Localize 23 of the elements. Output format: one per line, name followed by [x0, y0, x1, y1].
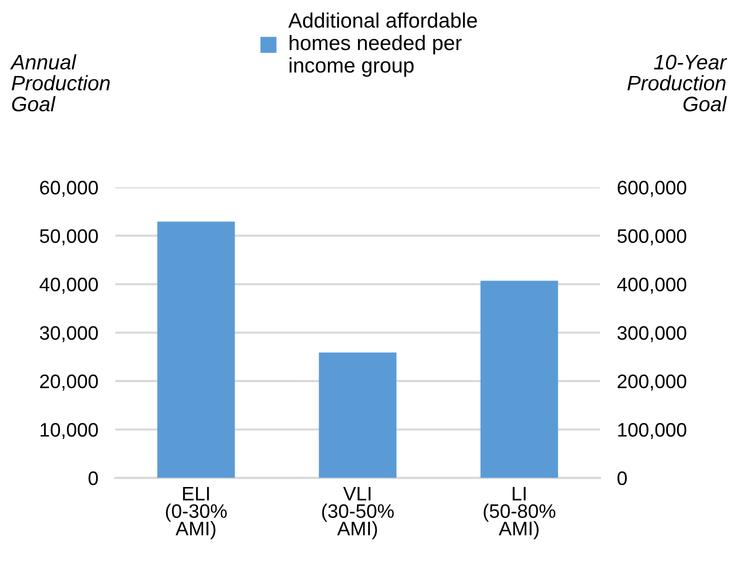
y-tick-label: 0	[88, 471, 98, 486]
bar	[318, 352, 396, 478]
y2-axis-title: 10-Year Production Goal	[627, 54, 728, 112]
y-tick-label: 20,000	[40, 374, 98, 391]
bar	[480, 280, 558, 478]
y-tick-label: 30,000	[40, 326, 98, 342]
legend-label: Additional affordable homes needed per income group	[288, 12, 477, 77]
y2-tick-label: 100,000	[618, 422, 686, 440]
y2-tick-label: 300,000	[617, 326, 686, 342]
x-tick-label: ELI (0-30% AMI)	[166, 486, 227, 540]
y-axis-title: Annual Production Goal	[10, 54, 110, 112]
x-tick-label: LI (50-80% AMI)	[484, 486, 556, 540]
y2-tick-label: 200,000	[618, 374, 686, 391]
bar	[157, 222, 235, 478]
y2-tick-label: 600,000	[618, 180, 686, 197]
y-tick-label: 10,000	[40, 422, 98, 440]
y2-tick-label: 500,000	[618, 229, 686, 246]
x-tick-label: VLI (30-50% AMI)	[322, 486, 394, 540]
y2-tick-label: 0	[617, 471, 627, 486]
y-tick-label: 40,000	[40, 278, 98, 294]
y-tick-label: 50,000	[40, 229, 98, 246]
y2-tick-label: 400,000	[617, 278, 686, 294]
y-tick-label: 60,000	[40, 180, 98, 197]
